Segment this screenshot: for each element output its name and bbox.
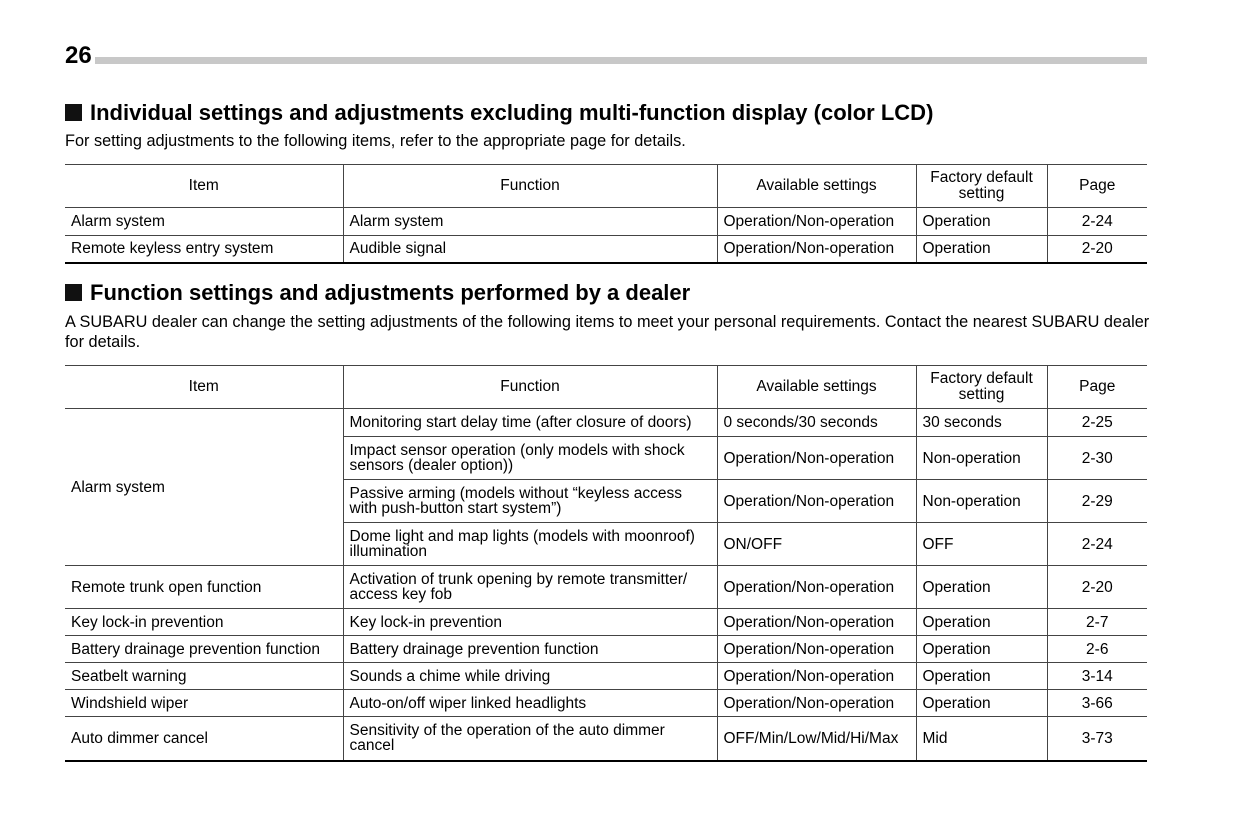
table-header-row: Item Function Available settings Factory de… bbox=[65, 164, 1147, 208]
cell-function: Key lock-in prevention bbox=[342, 608, 718, 636]
square-bullet-icon bbox=[65, 104, 82, 121]
cell-default: Mid bbox=[915, 716, 1048, 762]
cell-settings: ON/OFF bbox=[716, 522, 917, 566]
cell-page: 2-6 bbox=[1046, 635, 1147, 663]
table-row: Alarm system Alarm system Operation/Non-op… bbox=[65, 207, 1147, 236]
cell-settings: OFF/Min/Low/Mid/Hi/Max bbox=[716, 716, 917, 762]
cell-page: 3-66 bbox=[1046, 689, 1147, 717]
table-row: Remote keyless entry system Audible signa… bbox=[65, 235, 1147, 264]
table-row: Key lock-in prevention Key lock-in preven… bbox=[65, 608, 1147, 636]
cell-default: OFF bbox=[915, 522, 1048, 566]
cell-page: 2-24 bbox=[1046, 522, 1147, 566]
cell-function: Audible signal bbox=[342, 235, 718, 264]
column-header: Available settings bbox=[716, 365, 917, 409]
table-row: Dome light and map lights (models with m… bbox=[65, 522, 1147, 566]
cell-function: Impact sensor operation (only models wit… bbox=[343, 436, 718, 480]
column-header: Function bbox=[342, 365, 718, 409]
section2-intro: A SUBARU dealer can change the setting a… bbox=[65, 313, 1150, 351]
cell-item: Windshield wiper bbox=[65, 689, 344, 717]
column-header: Available settings bbox=[716, 164, 917, 208]
section1-heading-text: Individual settings and adjustments excl… bbox=[90, 100, 934, 125]
cell-item: Remote keyless entry system bbox=[65, 235, 344, 264]
cell-default: 30 seconds bbox=[915, 408, 1048, 437]
cell-default: Operation bbox=[915, 635, 1048, 663]
table-row: Passive arming (models without “keyless … bbox=[65, 479, 1147, 523]
table-row: Auto dimmer cancel Sensitivity of the ope… bbox=[65, 716, 1147, 762]
cell-item: Remote trunk open function bbox=[65, 565, 344, 609]
settings-table-1: Item Function Available settings Factory de… bbox=[65, 164, 1147, 264]
column-header: Item bbox=[65, 365, 344, 409]
cell-default: Operation bbox=[915, 689, 1048, 717]
header-rule bbox=[95, 57, 1147, 64]
cell-settings: Operation/Non-operation bbox=[716, 207, 917, 236]
section2-heading-text: Function settings and adjustments perfor… bbox=[90, 280, 691, 305]
page-number: 26 bbox=[65, 42, 92, 69]
table-row: Windshield wiper Auto-on/off wiper linked… bbox=[65, 689, 1147, 717]
cell-default: Operation bbox=[915, 565, 1048, 609]
cell-item: Auto dimmer cancel bbox=[65, 716, 344, 762]
cell-function: Passive arming (models without “keyless … bbox=[343, 479, 718, 523]
table-header-row: Item Function Available settings Factory de… bbox=[65, 365, 1147, 409]
column-header: Factory default setting bbox=[915, 365, 1048, 409]
cell-settings: Operation/Non-operation bbox=[716, 565, 917, 609]
table-row: Seatbelt warning Sounds a chime while dri… bbox=[65, 662, 1147, 690]
cell-page: 3-73 bbox=[1046, 716, 1147, 762]
cell-function: Monitoring start delay time (after closu… bbox=[342, 408, 718, 437]
cell-settings: 0 seconds/30 seconds bbox=[716, 408, 917, 437]
settings-table-2: Item Function Available settings Factory de… bbox=[65, 365, 1147, 762]
section2-heading: Function settings and adjustments perfor… bbox=[65, 280, 690, 306]
column-header: Function bbox=[342, 164, 718, 208]
cell-item: Key lock-in prevention bbox=[65, 608, 344, 636]
cell-item: Battery drainage prevention function bbox=[65, 635, 344, 663]
cell-item: Seatbelt warning bbox=[65, 662, 344, 690]
cell-function: Auto-on/off wiper linked headlights bbox=[342, 689, 718, 717]
cell-page: 2-24 bbox=[1046, 207, 1147, 236]
cell-function: Alarm system bbox=[342, 207, 718, 236]
cell-page: 2-29 bbox=[1046, 479, 1147, 523]
cell-settings: Operation/Non-operation bbox=[716, 235, 917, 264]
table-row: Alarm system Monitoring start delay time … bbox=[65, 408, 1147, 566]
cell-default: Non-operation bbox=[915, 479, 1048, 523]
column-header: Item bbox=[65, 164, 344, 208]
cell-page: 3-14 bbox=[1046, 662, 1147, 690]
cell-page: 2-30 bbox=[1046, 436, 1147, 480]
cell-item: Alarm system bbox=[65, 408, 344, 566]
cell-default: Operation bbox=[915, 662, 1048, 690]
cell-function: Sounds a chime while driving bbox=[342, 662, 718, 690]
cell-page: 2-7 bbox=[1046, 608, 1147, 636]
cell-default: Operation bbox=[915, 235, 1048, 264]
cell-function: Activation of trunk opening by remote tr… bbox=[342, 565, 718, 609]
cell-page: 2-25 bbox=[1046, 408, 1147, 437]
column-header: Page bbox=[1046, 365, 1147, 409]
column-header: Page bbox=[1046, 164, 1147, 208]
table-row: Remote trunk open function Activation of … bbox=[65, 565, 1147, 609]
table-row: Battery drainage prevention function Batt… bbox=[65, 635, 1147, 663]
cell-default: Operation bbox=[915, 608, 1048, 636]
cell-function: Battery drainage prevention function bbox=[342, 635, 718, 663]
section1-heading: Individual settings and adjustments excl… bbox=[65, 100, 933, 126]
cell-settings: Operation/Non-operation bbox=[716, 635, 917, 663]
cell-function: Dome light and map lights (models with m… bbox=[343, 522, 718, 566]
cell-default: Operation bbox=[915, 207, 1048, 236]
section1-intro: For setting adjustments to the following… bbox=[65, 132, 686, 150]
cell-settings: Operation/Non-operation bbox=[716, 436, 917, 480]
cell-page: 2-20 bbox=[1046, 235, 1147, 264]
cell-settings: Operation/Non-operation bbox=[716, 608, 917, 636]
table-row: Impact sensor operation (only models wit… bbox=[65, 436, 1147, 480]
cell-function: Sensitivity of the operation of the auto… bbox=[342, 716, 718, 762]
cell-page: 2-20 bbox=[1046, 565, 1147, 609]
cell-settings: Operation/Non-operation bbox=[716, 689, 917, 717]
cell-item: Alarm system bbox=[65, 207, 344, 236]
cell-default: Non-operation bbox=[915, 436, 1048, 480]
cell-settings: Operation/Non-operation bbox=[716, 662, 917, 690]
square-bullet-icon bbox=[65, 284, 82, 301]
cell-settings: Operation/Non-operation bbox=[716, 479, 917, 523]
column-header: Factory default setting bbox=[915, 164, 1048, 208]
